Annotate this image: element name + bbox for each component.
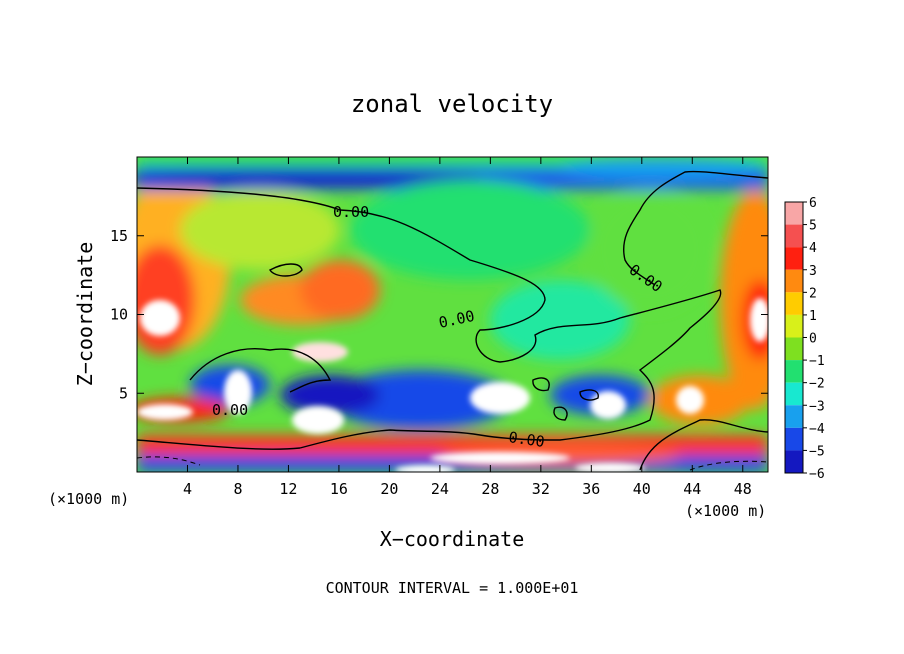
colorbar-label: −5: [809, 444, 825, 459]
colorbar-swatch: [785, 360, 803, 383]
x-tick-label: 20: [380, 480, 398, 498]
x-tick-label: 32: [532, 480, 550, 498]
contour-label: 0.00: [507, 428, 545, 451]
x-axis: 4 8 12 16 20 24 28 32 36 40 44 48: [183, 157, 752, 498]
x-tick-label: 36: [582, 480, 600, 498]
colorbar-label: 4: [809, 241, 817, 256]
colorbar-label: 1: [809, 309, 817, 324]
y-axis: 5 10 15: [110, 227, 768, 402]
colorbar-label: −3: [809, 399, 825, 414]
chart-title: zonal velocity: [351, 90, 553, 118]
colorbar-label: −1: [809, 354, 825, 369]
x-tick-label: 8: [233, 480, 242, 498]
x-tick-label: 28: [481, 480, 499, 498]
colorbar-label: −4: [809, 422, 825, 437]
colorbar-swatch: [785, 224, 803, 248]
colorbar: 6 5 4 3 2 1 0 −1 −2 −3 −4 −5 −6: [784, 196, 825, 482]
colorbar-swatch: [785, 405, 803, 428]
x-axis-label: X−coordinate: [380, 527, 525, 551]
colorbar-label: 0: [809, 332, 817, 347]
colorbar-swatch: [785, 247, 803, 270]
colorbar-label: 5: [809, 219, 817, 234]
y-tick-label: 15: [110, 227, 128, 245]
x-tick-label: 40: [633, 480, 651, 498]
x-unit-label-right: (×1000 m): [685, 502, 766, 520]
colorbar-swatch: [785, 314, 803, 338]
zero-contours: [137, 170, 768, 471]
colorbar-swatch: [785, 292, 803, 315]
contour-label: 0.00: [212, 401, 248, 419]
x-tick-label: 44: [683, 480, 701, 498]
y-axis-label: Z−coordinate: [73, 242, 97, 387]
colorbar-swatch: [785, 382, 803, 406]
field-cores: [137, 298, 768, 472]
colorbar-label: −2: [809, 377, 825, 392]
colorbar-swatch: [785, 269, 803, 293]
negative-contours: [137, 456, 768, 471]
colorbar-label: 2: [809, 286, 817, 301]
colorbar-label: 3: [809, 264, 817, 279]
colorbar-label: −6: [809, 467, 825, 482]
colorbar-label: 6: [809, 196, 817, 211]
x-tick-label: 24: [431, 480, 449, 498]
contour-label: 0.00: [333, 203, 369, 221]
y-tick-label: 10: [110, 306, 128, 324]
colorbar-swatch: [785, 202, 803, 225]
colorbar-swatch: [785, 427, 803, 451]
y-tick-label: 5: [119, 384, 128, 402]
x-tick-label: 4: [183, 480, 192, 498]
x-tick-label: 16: [330, 480, 348, 498]
x-tick-label: 48: [734, 480, 752, 498]
x-unit-label-left: (×1000 m): [48, 490, 129, 508]
x-tick-label: 12: [279, 480, 297, 498]
contour-interval-note: CONTOUR INTERVAL = 1.000E+01: [326, 579, 579, 597]
colorbar-swatch: [785, 450, 803, 473]
velocity-field: 0.00 0.00 0.00 0.00 0.00: [137, 157, 768, 472]
colorbar-swatch: [785, 337, 803, 361]
